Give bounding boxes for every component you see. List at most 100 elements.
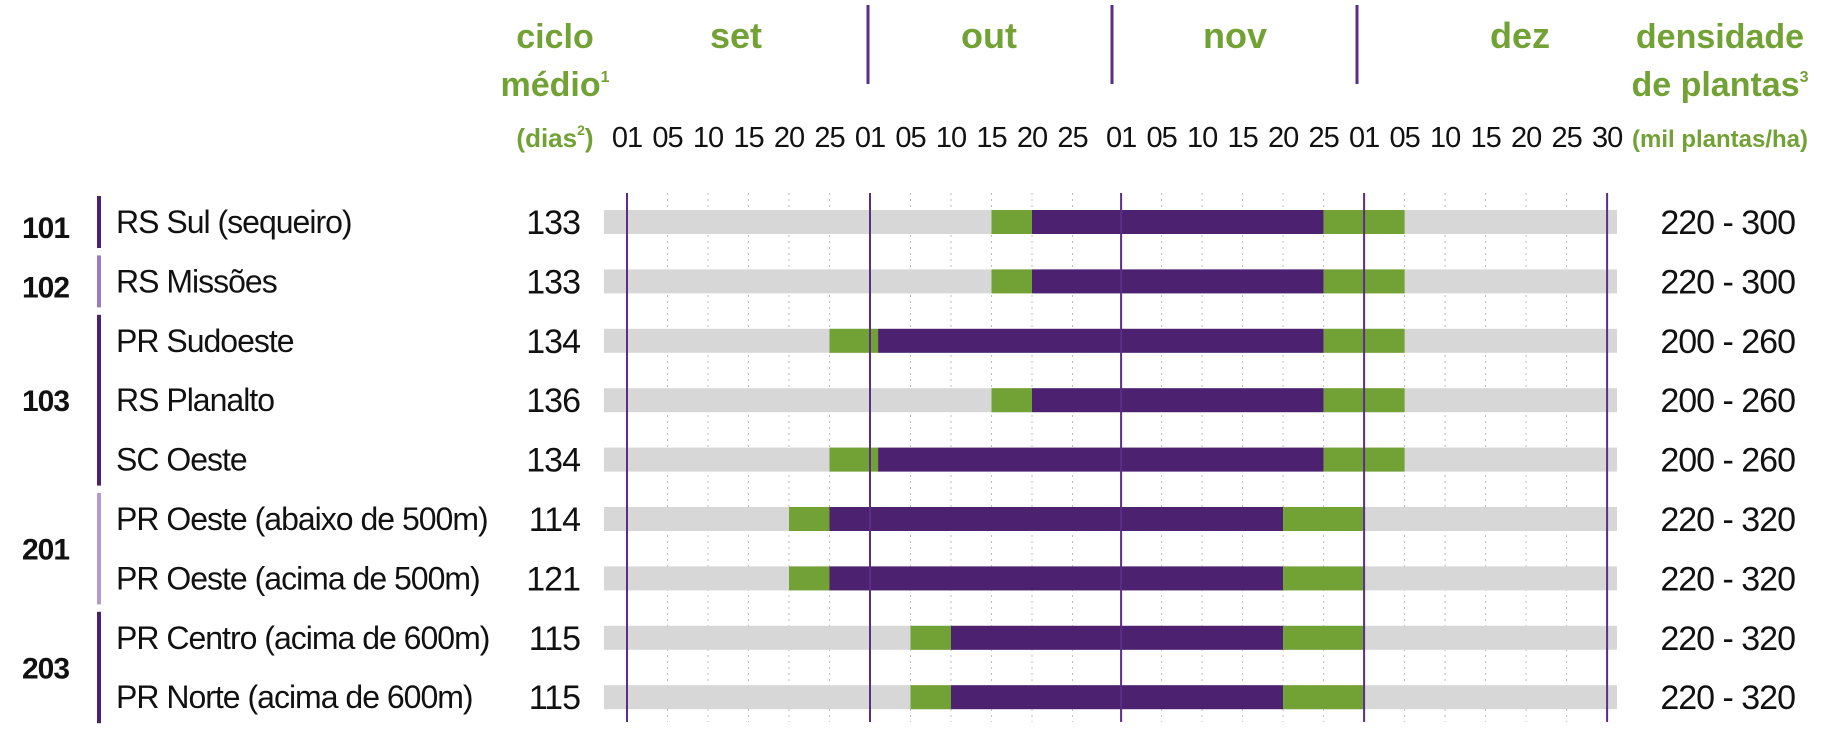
density-header-sup: 3 — [1800, 69, 1809, 86]
ciclo-header-dias-sup: 2 — [577, 122, 585, 138]
ciclo-header-sup: 1 — [601, 69, 610, 86]
ciclo-value: 115 — [529, 620, 580, 658]
region-label: RS Sul (sequeiro) — [116, 204, 352, 240]
region-label: SC Oeste — [116, 442, 247, 478]
ciclo-value: 114 — [529, 501, 580, 539]
zone-group-bar — [97, 493, 101, 605]
bar-recommended-segment — [829, 566, 1284, 591]
x-tick-label: 15 — [976, 122, 1006, 154]
zone-label: 103 — [22, 385, 69, 418]
x-tick-label: 05 — [1146, 122, 1176, 154]
ciclo-header-line2: médio1 — [500, 66, 609, 104]
x-tick-label: 10 — [1187, 122, 1217, 154]
density-value: 220 - 320 — [1660, 679, 1795, 717]
month-dividers — [626, 193, 1609, 722]
zone-group-bar — [97, 611, 101, 724]
density-value: 220 - 300 — [1660, 263, 1795, 301]
density-header: densidade de plantas3 (mil plantas/ha) — [1631, 18, 1808, 153]
zone-group-bar — [97, 255, 101, 308]
zone-label: 101 — [22, 212, 69, 245]
ciclo-header-line3: (dias2) — [516, 122, 593, 153]
bar-tolerated-segment — [1283, 685, 1365, 710]
bar-recommended-segment — [1032, 388, 1324, 413]
bar-recommended-segment — [1032, 210, 1324, 234]
x-tick-label: 05 — [895, 122, 925, 154]
bar-tolerated-segment — [789, 566, 830, 591]
bar-recommended-segment — [878, 328, 1324, 353]
zone-label: 201 — [22, 534, 69, 567]
month-label-dez: dez — [1490, 15, 1550, 56]
ciclo-value: 134 — [526, 442, 580, 480]
x-tick-label: 01 — [1349, 122, 1379, 154]
density-value: 220 - 320 — [1660, 620, 1795, 658]
x-tick-label: 05 — [1389, 122, 1419, 154]
bar-recommended-segment — [878, 447, 1324, 472]
zone-label: 102 — [22, 271, 69, 304]
region-label: PR Oeste (abaixo de 500m) — [116, 501, 488, 537]
ciclo-value: 134 — [526, 323, 580, 361]
x-tick-label: 15 — [733, 122, 763, 154]
month-label-nov: nov — [1203, 15, 1267, 56]
bar-tolerated-segment — [1283, 507, 1365, 531]
ciclo-header-dias-end: ) — [585, 123, 594, 153]
ciclo-value: 121 — [526, 560, 580, 598]
bar-tolerated-segment — [991, 388, 1032, 413]
region-label: RS Planalto — [116, 382, 274, 418]
bar-recommended-segment — [951, 625, 1284, 650]
ciclo-header-line1: ciclo — [516, 18, 593, 56]
density-value: 200 - 260 — [1660, 323, 1795, 361]
bar-tolerated-segment — [910, 685, 951, 710]
x-tick-label: 05 — [652, 122, 682, 154]
month-label-out: out — [961, 15, 1017, 56]
ciclo-value: 133 — [526, 263, 580, 301]
month-label-set: set — [710, 15, 762, 56]
ciclo-header: ciclo médio1 (dias2) — [500, 18, 609, 153]
header-month-dividers — [866, 5, 1359, 84]
density-value: 220 - 320 — [1660, 501, 1795, 539]
zone-labels: 101 102 103 201 203 — [22, 196, 101, 724]
density-header-line3: (mil plantas/ha) — [1632, 126, 1808, 153]
density-value: 200 - 260 — [1660, 442, 1795, 480]
x-tick-label: 20 — [774, 122, 804, 154]
x-tick-label: 01 — [855, 122, 885, 154]
region-label: PR Oeste (acima de 500m) — [116, 560, 480, 596]
x-tick-label: 15 — [1227, 122, 1257, 154]
ciclo-value: 133 — [526, 204, 580, 242]
x-tick-label: 25 — [814, 122, 844, 154]
ciclo-header-medio: médio — [500, 66, 600, 104]
density-value: 220 - 300 — [1660, 204, 1795, 242]
zone-group-bar — [97, 314, 101, 486]
x-tick-label: 30 — [1592, 122, 1622, 154]
zone-label: 203 — [22, 653, 69, 686]
density-header-line2: de plantas3 — [1631, 66, 1808, 104]
bar-tolerated-segment — [910, 625, 951, 650]
region-label: PR Sudoeste — [116, 323, 294, 359]
density-header-line1: densidade — [1636, 18, 1804, 56]
region-label: PR Norte (acima de 600m) — [116, 679, 473, 715]
sowing-bars — [604, 210, 1617, 710]
x-tick-label: 20 — [1268, 122, 1298, 154]
x-tick-label: 10 — [693, 122, 723, 154]
x-axis-ticks: 01 05 10 15 20 25 01 05 10 15 20 25 01 05 10 15 20 25 01 05… — [612, 122, 1623, 154]
month-headers: set out nov dez — [710, 15, 1550, 56]
ciclo-value: 136 — [526, 382, 580, 420]
x-tick-label: 25 — [1308, 122, 1338, 154]
density-value: 220 - 320 — [1660, 560, 1795, 598]
bar-tolerated-segment — [991, 269, 1032, 294]
x-tick-label: 25 — [1057, 122, 1087, 154]
zone-group-bar — [97, 196, 101, 248]
x-tick-label: 25 — [1551, 122, 1581, 154]
region-label: PR Centro (acima de 600m) — [116, 620, 489, 656]
region-label: RS Missões — [116, 263, 277, 299]
bar-tolerated-segment — [789, 507, 830, 531]
density-header-plantas: de plantas — [1631, 66, 1799, 104]
x-tick-label: 01 — [612, 122, 642, 154]
bar-tolerated-segment — [1283, 566, 1365, 591]
bar-recommended-segment — [951, 685, 1284, 710]
bar-tolerated-segment — [1283, 625, 1365, 650]
bar-tolerated-segment — [991, 210, 1032, 234]
density-value: 200 - 260 — [1660, 382, 1795, 420]
ciclo-value: 115 — [529, 679, 580, 717]
